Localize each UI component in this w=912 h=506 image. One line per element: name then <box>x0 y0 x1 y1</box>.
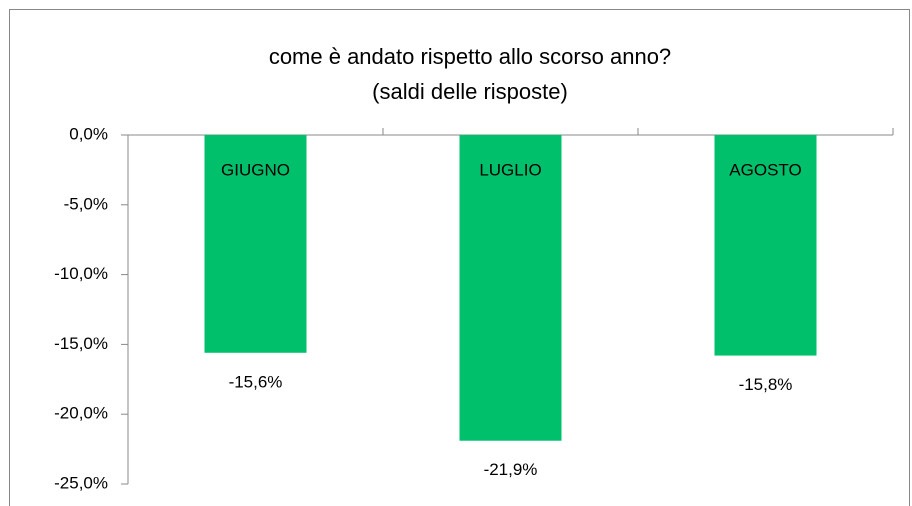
value-label: -21,9% <box>484 460 538 479</box>
bar <box>459 135 562 441</box>
value-label: -15,8% <box>739 375 793 394</box>
value-label: -15,6% <box>229 372 283 391</box>
y-tick-label: -10,0% <box>54 264 108 283</box>
y-tick-label: -15,0% <box>54 334 108 353</box>
y-tick-label: -20,0% <box>54 404 108 423</box>
y-tick-label: -5,0% <box>64 194 108 213</box>
y-tick-label: 0,0% <box>69 124 108 143</box>
category-label: AGOSTO <box>729 160 801 179</box>
bar <box>714 135 817 356</box>
category-label: LUGLIO <box>479 160 541 179</box>
chart-title: come è andato rispetto allo scorso anno? <box>269 44 671 69</box>
category-label: GIUGNO <box>221 160 290 179</box>
y-tick-label: -25,0% <box>54 473 108 492</box>
bar <box>204 135 307 353</box>
chart-subtitle: (saldi delle risposte) <box>372 79 568 104</box>
